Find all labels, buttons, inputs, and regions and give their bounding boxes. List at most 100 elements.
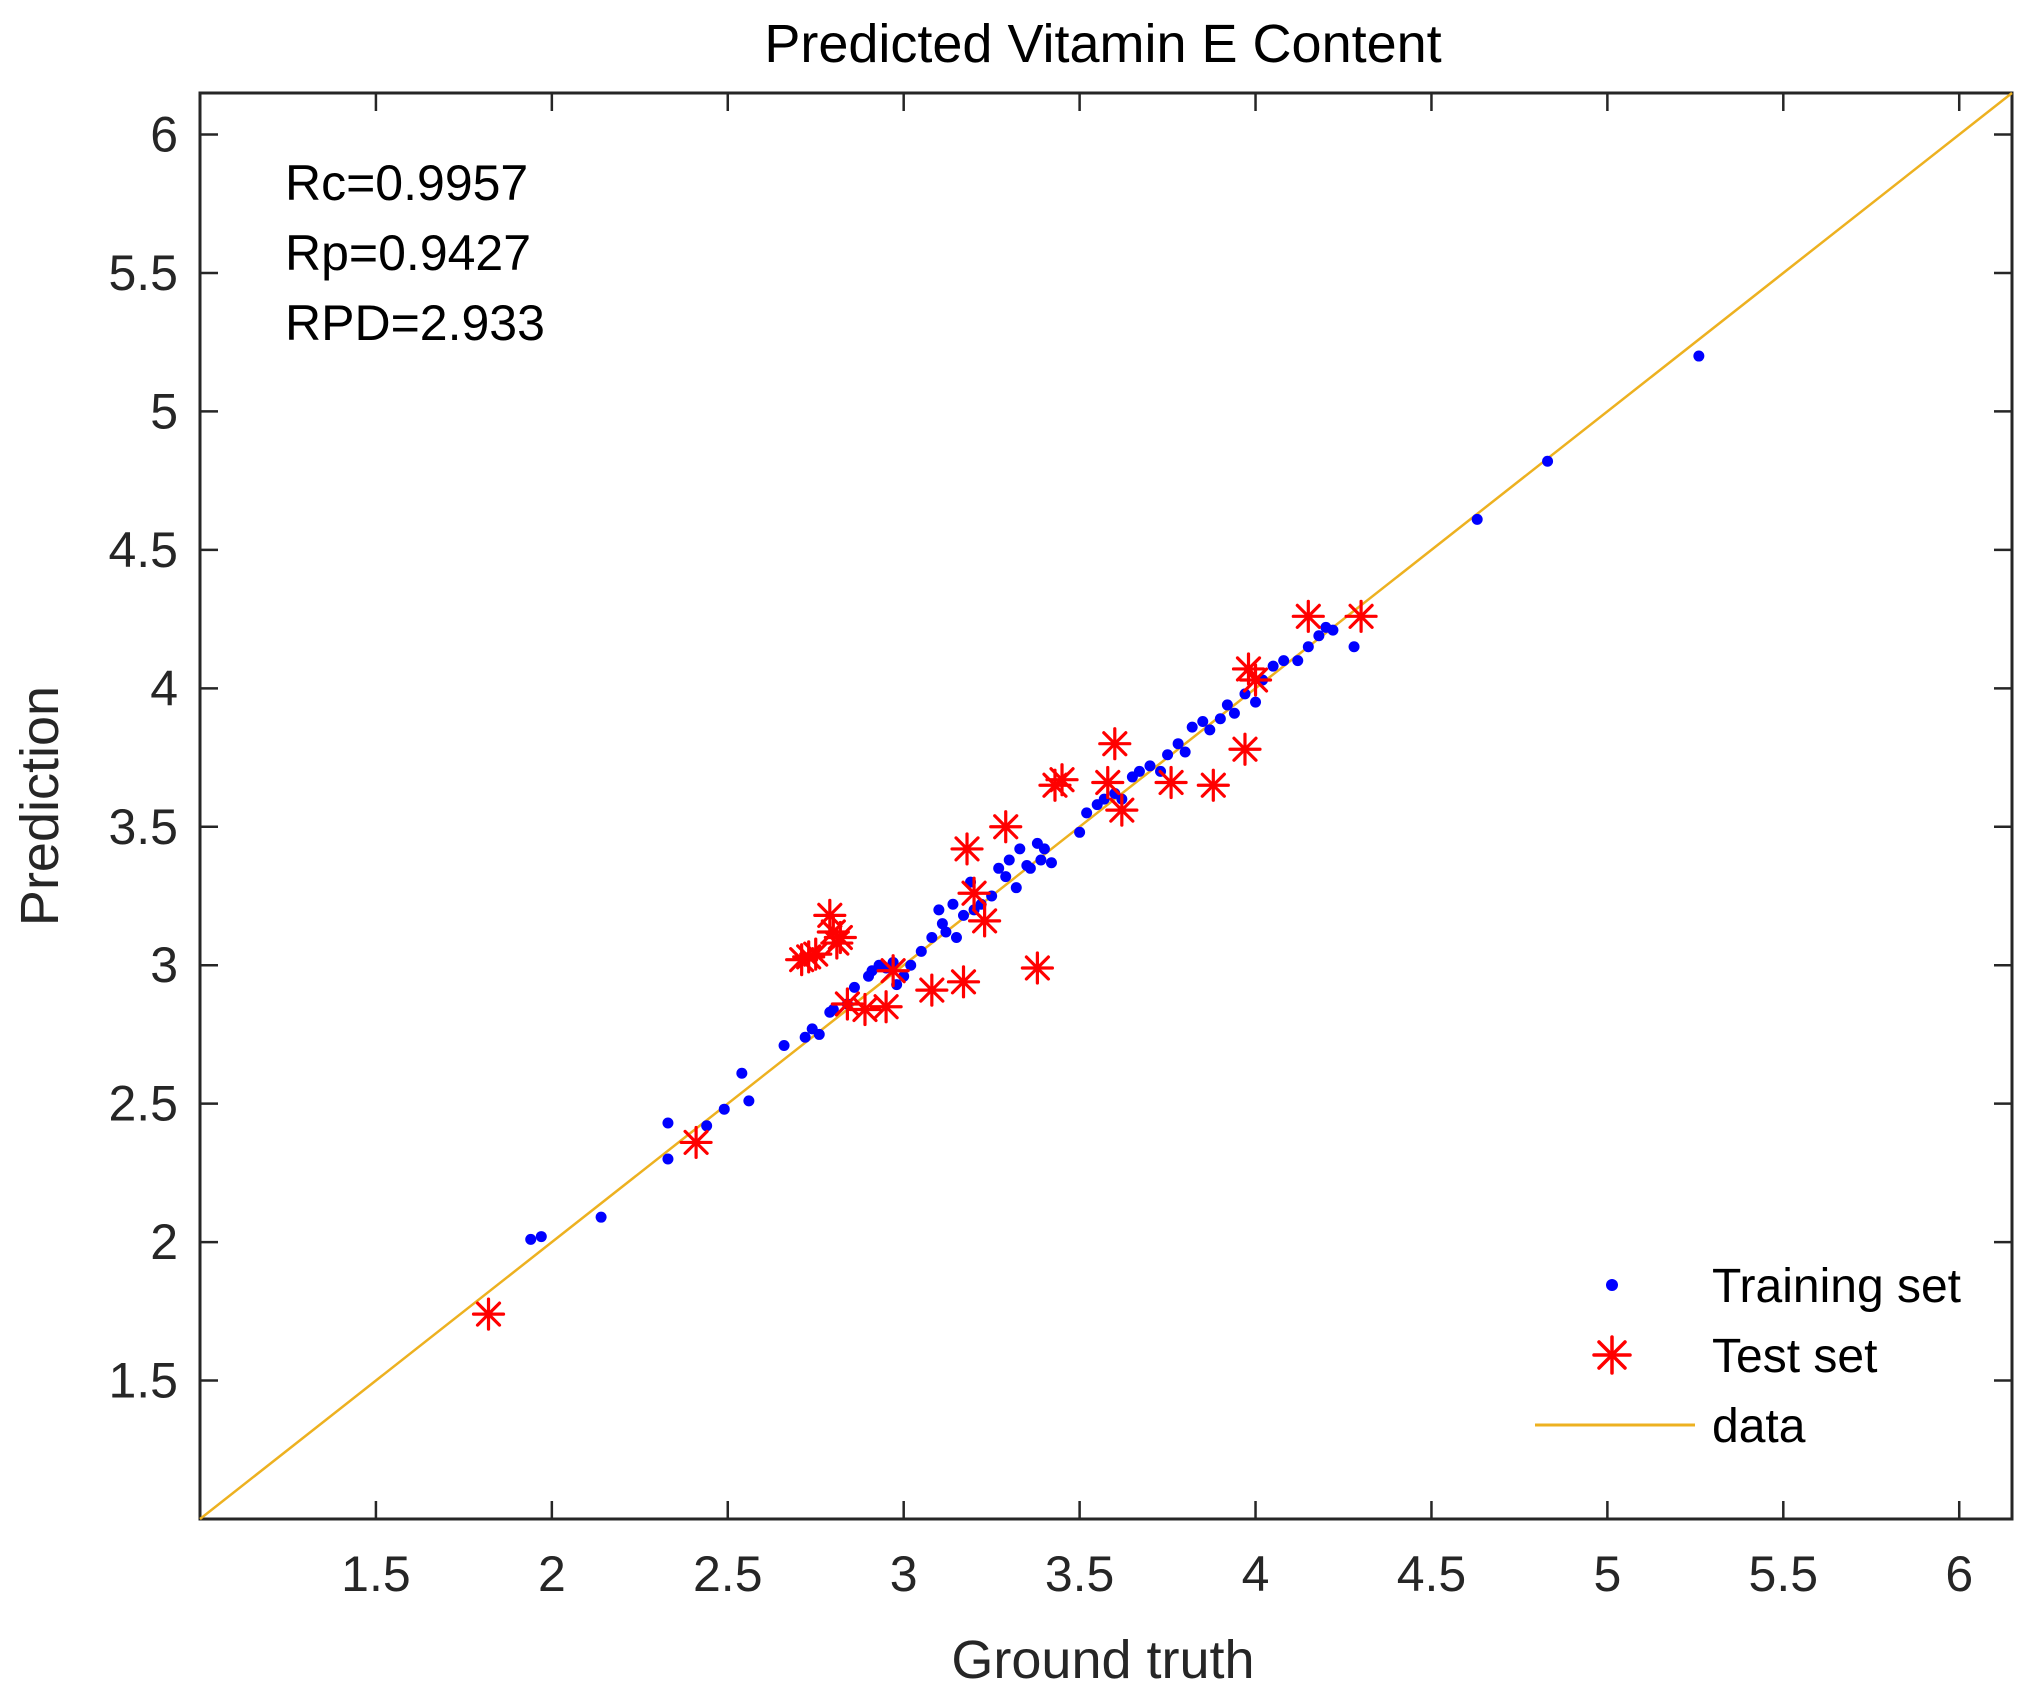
- training-set-layer: [525, 350, 1705, 1245]
- x-tick-label: 5: [1593, 1546, 1621, 1602]
- test-point: [679, 1125, 713, 1160]
- training-point: [1038, 843, 1050, 855]
- training-point: [1204, 724, 1216, 736]
- test-point: [989, 810, 1023, 844]
- training-point: [1003, 854, 1015, 866]
- training-point: [1186, 721, 1198, 733]
- legend-test-label: Test set: [1712, 1330, 1877, 1383]
- plot-area: 1.5 2 2.5 3 3.5 4 4.5 5 5.5 6 1.5 2 2.5 3 3.5 4 4.5 5 5.5…: [108, 91, 2014, 1602]
- y-tick-label: 3.5: [108, 799, 178, 855]
- test-point: [848, 992, 882, 1027]
- training-point: [1239, 688, 1251, 700]
- training-point: [827, 1004, 839, 1016]
- training-point: [940, 926, 952, 938]
- training-point: [1292, 655, 1304, 667]
- training-point: [662, 1153, 674, 1165]
- metrics-annotations: Rc=0.9957 Rp=0.9427 RPD=2.933: [285, 155, 545, 351]
- test-point: [1154, 765, 1188, 800]
- training-point: [1081, 807, 1093, 819]
- x-tick-label: 5.5: [1749, 1546, 1819, 1602]
- training-point: [1228, 707, 1240, 719]
- test-point: [1091, 765, 1125, 800]
- legend-training-label: Training set: [1712, 1260, 1961, 1313]
- reference-line-layer: [199, 92, 2013, 1520]
- training-point: [595, 1211, 607, 1223]
- training-point: [1133, 765, 1145, 777]
- training-point: [1302, 641, 1314, 653]
- training-point: [535, 1231, 547, 1243]
- y-tick-label: 5: [150, 383, 178, 439]
- test-point: [957, 876, 991, 910]
- training-point: [743, 1095, 755, 1107]
- training-point: [662, 1117, 674, 1129]
- training-point: [950, 932, 962, 944]
- training-point: [1327, 624, 1339, 636]
- test-point: [876, 954, 910, 988]
- test-point: [823, 920, 857, 955]
- test-point: [1196, 768, 1230, 802]
- training-point: [1014, 843, 1026, 855]
- training-point: [1024, 862, 1036, 874]
- training-point: [525, 1233, 537, 1245]
- x-tick-label: 1.5: [341, 1546, 411, 1602]
- training-point: [1214, 713, 1226, 725]
- chart-title: Predicted Vitamin E Content: [764, 14, 1441, 74]
- y-tick-label: 4.5: [108, 522, 178, 578]
- training-point: [933, 904, 945, 916]
- x-tick-label: 4: [1242, 1546, 1270, 1602]
- test-point: [1020, 951, 1054, 985]
- training-point: [799, 1031, 811, 1043]
- annotation-rp: Rp=0.9427: [285, 225, 531, 281]
- training-point: [1250, 696, 1262, 708]
- training-point: [1172, 738, 1184, 750]
- test-point: [1105, 793, 1139, 827]
- y-tick-label: 6: [150, 107, 178, 163]
- test-point: [471, 1297, 506, 1331]
- y-tick-label: 1.5: [108, 1353, 178, 1409]
- training-point: [1010, 882, 1022, 894]
- test-point: [1228, 732, 1262, 766]
- annotation-rc: Rc=0.9957: [285, 155, 528, 211]
- test-point: [915, 973, 949, 1007]
- training-point: [915, 945, 927, 957]
- training-point: [736, 1067, 748, 1079]
- training-point: [936, 918, 948, 930]
- legend-test-marker: [1592, 1335, 1632, 1375]
- y-axis-label: Prediction: [10, 686, 70, 926]
- legend-training-marker: [1606, 1279, 1618, 1291]
- x-tick-label: 3.5: [1045, 1546, 1115, 1602]
- y-tick-label: 2.5: [108, 1076, 178, 1132]
- x-ticks: 1.5 2 2.5 3 3.5 4 4.5 5 5.5 6: [341, 93, 1973, 1602]
- x-tick-label: 4.5: [1397, 1546, 1467, 1602]
- training-point: [926, 932, 938, 944]
- test-point: [946, 965, 981, 999]
- training-point: [1144, 760, 1156, 772]
- training-point: [1162, 749, 1174, 761]
- training-point: [1179, 746, 1191, 758]
- training-point: [1035, 854, 1047, 866]
- test-point: [1238, 663, 1273, 697]
- y-tick-label: 2: [150, 1214, 178, 1270]
- x-tick-label: 3: [890, 1546, 918, 1602]
- legend: Training set Test set data: [1535, 1260, 1961, 1453]
- training-point: [813, 1028, 825, 1040]
- test-point: [1291, 599, 1325, 633]
- test-point: [869, 990, 903, 1024]
- training-point: [1221, 699, 1233, 711]
- training-point: [1693, 350, 1705, 362]
- training-point: [1313, 630, 1325, 642]
- x-axis-label: Ground truth: [951, 1630, 1254, 1690]
- training-point: [1542, 455, 1554, 467]
- test-point: [968, 904, 1002, 938]
- training-point: [1278, 655, 1290, 667]
- test-point: [1045, 763, 1079, 797]
- annotation-rpd: RPD=2.933: [285, 295, 545, 351]
- test-point: [1098, 727, 1132, 761]
- training-point: [947, 898, 959, 910]
- y-tick-label: 4: [150, 660, 178, 716]
- test-point: [1344, 599, 1378, 633]
- test-point: [950, 832, 984, 866]
- training-point: [1045, 857, 1057, 869]
- training-point: [718, 1103, 730, 1115]
